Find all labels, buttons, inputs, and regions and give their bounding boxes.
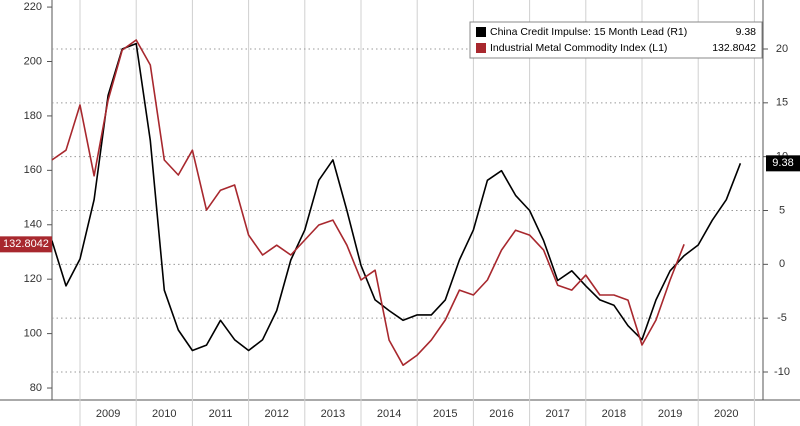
legend-value: 132.8042 <box>712 42 756 54</box>
x-tick-label: 2009 <box>96 408 120 420</box>
series-line <box>51 42 742 352</box>
last-value-tag <box>766 155 800 172</box>
legend-label: Industrial Metal Commodity Index (L1) <box>490 42 667 54</box>
legend-value: 9.38 <box>736 26 757 38</box>
x-tick-label: 2011 <box>209 408 233 420</box>
legend-box <box>469 21 763 59</box>
y2-tick-label: 0 <box>779 258 785 270</box>
legend-label: China Credit Impulse: 15 Month Lead (R1) <box>490 26 687 38</box>
x-tick-label: 2010 <box>152 408 176 420</box>
x-tick-label: 2018 <box>602 408 626 420</box>
y-tick-label: 220 <box>24 1 42 13</box>
y-tick-label: 100 <box>24 328 42 340</box>
x-tick-label: 2019 <box>658 408 682 420</box>
y-tick-label: 180 <box>24 110 42 122</box>
y-tick-label: 80 <box>30 382 42 394</box>
x-tick-label: 2016 <box>489 408 513 420</box>
y2-tick-label: 5 <box>779 204 785 216</box>
y-tick-label: 160 <box>24 164 42 176</box>
x-tick-label: 2017 <box>545 408 569 420</box>
x-tick-label: 2020 <box>714 408 738 420</box>
y-tick-label: 120 <box>24 273 42 285</box>
series-line <box>51 39 685 366</box>
last-value-label: 132.8042 <box>3 238 49 250</box>
x-tick-label: 2014 <box>377 408 401 420</box>
legend-swatch <box>476 27 486 37</box>
x-tick-label: 2015 <box>433 408 457 420</box>
y2-tick-label: -5 <box>777 312 787 324</box>
last-value-label: 9.38 <box>772 157 793 169</box>
legend-swatch <box>476 43 486 53</box>
y-tick-label: 140 <box>24 219 42 231</box>
x-tick-label: 2012 <box>264 408 288 420</box>
x-axis-band <box>0 400 800 426</box>
y-tick-label: 200 <box>24 55 42 67</box>
last-value-tag <box>0 236 52 253</box>
y2-tick-label: 15 <box>776 97 788 109</box>
y2-tick-label: 20 <box>776 43 788 55</box>
y2-tick-label: -10 <box>774 366 790 378</box>
x-tick-label: 2013 <box>321 408 345 420</box>
